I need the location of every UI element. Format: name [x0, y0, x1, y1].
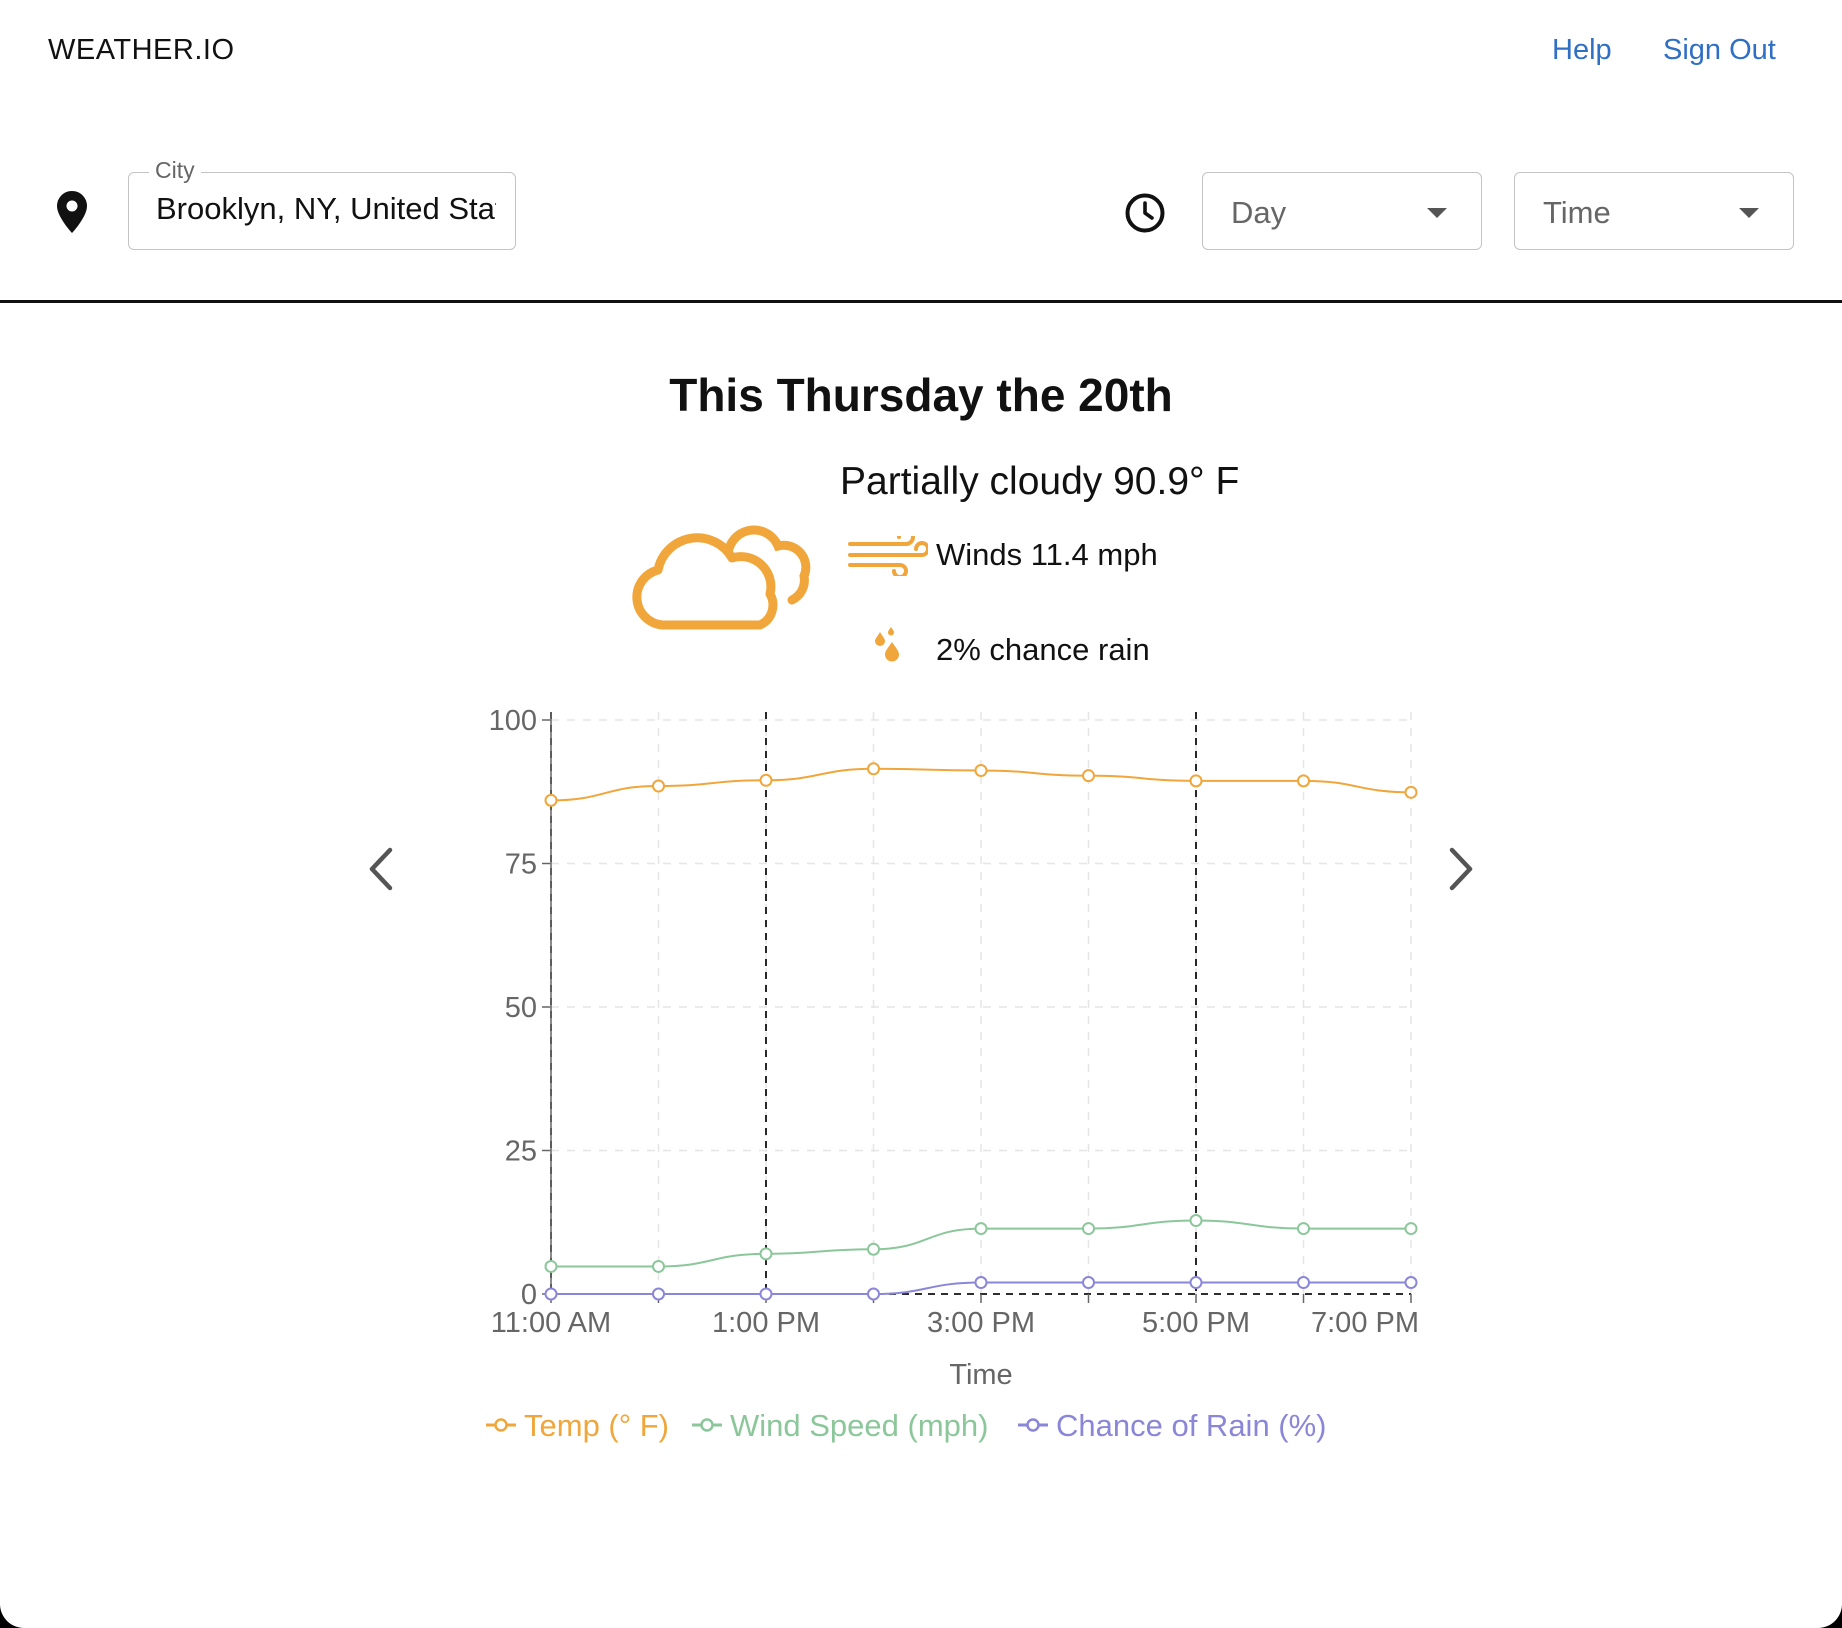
- data-point: [1189, 1214, 1203, 1228]
- data-point: [1297, 1276, 1310, 1290]
- chevron-left-icon[interactable]: [358, 842, 406, 896]
- legend-label: Temp (° F): [524, 1408, 669, 1443]
- brand-logo[interactable]: WEATHER.IO: [48, 34, 235, 66]
- time-select[interactable]: Time: [1514, 172, 1794, 250]
- legend-swatch-marker: [700, 1418, 714, 1432]
- data-point: [1189, 1276, 1203, 1290]
- day-select[interactable]: Day: [1202, 172, 1482, 250]
- city-field[interactable]: City: [128, 157, 516, 250]
- chevron-right-icon[interactable]: [1436, 842, 1484, 896]
- clock-icon: [1125, 193, 1165, 233]
- y-tick-label: 75: [505, 849, 537, 881]
- data-point: [1082, 1276, 1095, 1290]
- data-point: [974, 764, 988, 778]
- data-point: [759, 1287, 773, 1301]
- data-point: [1297, 774, 1310, 788]
- rain-chance-text: 2% chance rain: [936, 632, 1150, 667]
- data-point: [652, 1259, 665, 1273]
- city-field-label: City: [149, 157, 201, 184]
- wind-speed-text: Winds 11.4 mph: [936, 537, 1158, 572]
- map-pin-icon: [57, 191, 87, 233]
- data-point: [974, 1276, 988, 1290]
- data-point: [867, 762, 880, 776]
- x-tick-label: 1:00 PM: [712, 1307, 820, 1339]
- x-tick-label: 11:00 AM: [491, 1307, 611, 1339]
- chevron-down-icon: [1739, 208, 1759, 218]
- y-tick-label: 50: [505, 992, 537, 1024]
- data-point: [1082, 1222, 1095, 1236]
- day-select-placeholder: Day: [1231, 195, 1287, 230]
- data-point: [1404, 1222, 1418, 1236]
- series-line: [551, 1281, 1411, 1295]
- condition-summary: Partially cloudy 90.9° F: [840, 460, 1240, 503]
- data-point: [1082, 769, 1095, 783]
- x-axis-title: Time: [949, 1359, 1012, 1391]
- data-point: [974, 1222, 988, 1236]
- sign-out-link[interactable]: Sign Out: [1663, 34, 1776, 66]
- x-tick-label: 3:00 PM: [927, 1307, 1035, 1339]
- data-point: [652, 1287, 665, 1301]
- data-point: [759, 773, 773, 787]
- data-point: [1189, 774, 1203, 788]
- y-tick-label: 100: [489, 705, 537, 737]
- data-point: [1297, 1222, 1310, 1236]
- y-tick-label: 0: [521, 1279, 537, 1311]
- data-point: [1404, 785, 1418, 799]
- help-link[interactable]: Help: [1552, 34, 1612, 66]
- data-point: [1404, 1276, 1418, 1290]
- city-input[interactable]: [156, 191, 496, 227]
- time-select-placeholder: Time: [1543, 195, 1611, 230]
- legend-swatch-marker: [494, 1418, 508, 1432]
- wind-icon: [848, 536, 928, 576]
- y-tick-label: 25: [505, 1136, 537, 1168]
- data-point: [867, 1287, 880, 1301]
- raindrops-icon: [875, 627, 899, 662]
- data-point: [867, 1242, 880, 1256]
- legend-swatch-marker: [1026, 1418, 1040, 1432]
- data-point: [544, 793, 558, 807]
- data-point: [544, 1259, 558, 1273]
- data-point: [544, 1287, 558, 1301]
- x-tick-label: 7:00 PM: [1311, 1307, 1419, 1339]
- legend-label: Chance of Rain (%): [1056, 1408, 1327, 1443]
- series-line: [551, 1219, 1411, 1268]
- data-point: [652, 779, 665, 793]
- page-title: This Thursday the 20th: [669, 369, 1173, 421]
- partly-cloudy-icon: [632, 525, 811, 630]
- chevron-down-icon: [1427, 208, 1447, 218]
- header-divider: [0, 300, 1842, 303]
- legend-label: Wind Speed (mph): [730, 1408, 988, 1443]
- series-line: [550, 767, 1412, 802]
- data-point: [759, 1247, 773, 1261]
- x-tick-label: 5:00 PM: [1142, 1307, 1250, 1339]
